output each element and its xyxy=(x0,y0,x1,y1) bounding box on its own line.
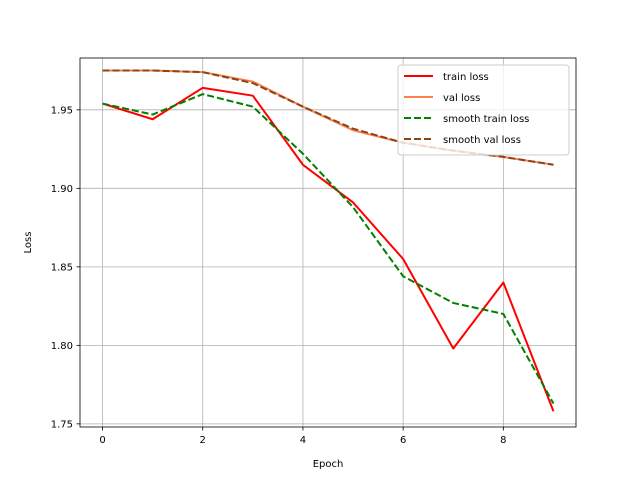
legend-label: train loss xyxy=(443,72,489,83)
y-tick-label: 1.85 xyxy=(51,262,73,273)
series-line-smooth-val-loss xyxy=(102,69,554,166)
legend: train loss val loss smooth train loss smoot… xyxy=(397,64,570,156)
x-tick-label: 0 xyxy=(99,435,105,446)
x-axis-ticks: 0 2 4 6 8 xyxy=(99,427,507,446)
y-tick-label: 1.95 xyxy=(51,105,73,116)
legend-box xyxy=(397,64,570,156)
y-axis-label: Loss xyxy=(23,232,34,254)
series-line-train-loss xyxy=(102,86,555,412)
x-tick-label: 2 xyxy=(200,435,206,446)
legend-label: smooth val loss xyxy=(443,135,521,146)
x-tick-label: 8 xyxy=(500,435,506,446)
x-tick-label: 4 xyxy=(300,435,306,446)
axes-frame xyxy=(79,57,577,428)
legend-label: val loss xyxy=(443,93,480,104)
y-tick-label: 1.75 xyxy=(51,419,73,430)
y-tick-label: 1.80 xyxy=(51,341,73,352)
series-line-smooth-train-loss xyxy=(102,93,555,404)
x-tick-label: 6 xyxy=(400,435,406,446)
y-axis-ticks: 1.75 1.80 1.85 1.90 1.95 xyxy=(51,105,80,430)
x-axis-label: Epoch xyxy=(313,459,344,470)
legend-label: smooth train loss xyxy=(443,114,529,125)
y-tick-label: 1.90 xyxy=(51,184,73,195)
